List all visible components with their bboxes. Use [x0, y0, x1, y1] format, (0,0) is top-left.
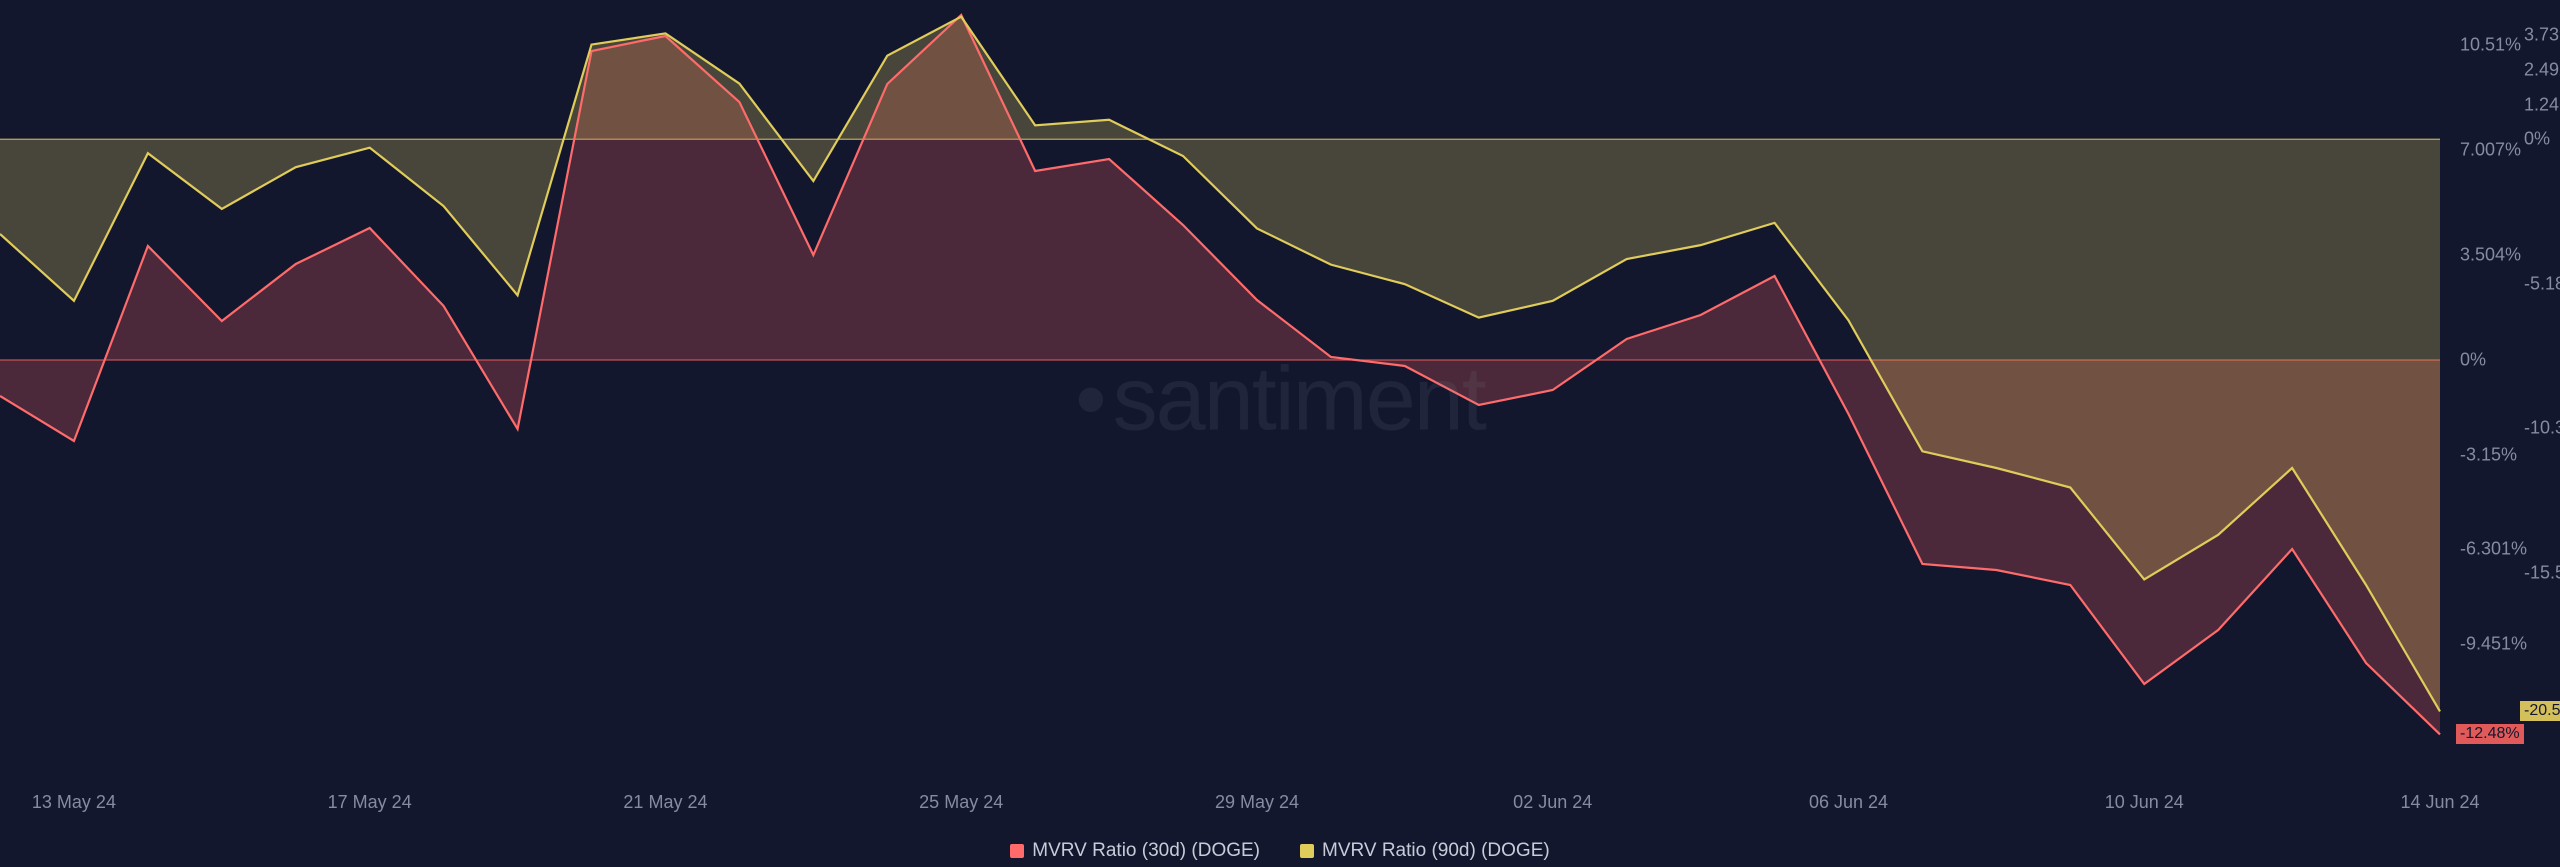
y-tick-label-y_left: 3.504% — [2460, 244, 2521, 265]
y-tick-label-y_right: 1.246% — [2524, 94, 2560, 115]
x-tick-label: 14 Jun 24 — [2400, 792, 2479, 813]
x-tick-label: 21 May 24 — [623, 792, 707, 813]
mvrv-chart: santiment MVRV Ratio (30d) (DOGE)MVRV Ra… — [0, 0, 2560, 867]
current-value-badge-y_right: -20.54% — [2520, 701, 2560, 721]
current-value-badge-y_left: -12.48% — [2456, 724, 2524, 744]
y-tick-label-y_right: 3.739% — [2524, 25, 2560, 46]
x-tick-label: 06 Jun 24 — [1809, 792, 1888, 813]
y-tick-label-y_right: -10.37% — [2524, 418, 2560, 439]
y-tick-label-y_left: -6.301% — [2460, 539, 2527, 560]
legend-swatch-icon — [1010, 844, 1024, 858]
legend-swatch-icon — [1300, 844, 1314, 858]
legend-item-mvrv30[interactable]: MVRV Ratio (30d) (DOGE) — [1010, 840, 1260, 862]
x-tick-label: 02 Jun 24 — [1513, 792, 1592, 813]
series-fill-mvrv90 — [0, 17, 2440, 712]
x-tick-label: 25 May 24 — [919, 792, 1003, 813]
x-tick-label: 29 May 24 — [1215, 792, 1299, 813]
y-tick-label-y_left: -9.451% — [2460, 633, 2527, 654]
y-tick-label-y_right: -5.186% — [2524, 273, 2560, 294]
legend-item-mvrv90[interactable]: MVRV Ratio (90d) (DOGE) — [1300, 840, 1550, 862]
y-tick-label-y_left: 7.007% — [2460, 139, 2521, 160]
legend-label: MVRV Ratio (90d) (DOGE) — [1322, 840, 1550, 862]
y-tick-label-y_right: 0% — [2524, 129, 2550, 150]
x-tick-label: 17 May 24 — [328, 792, 412, 813]
plot-area[interactable] — [0, 0, 2440, 780]
x-tick-label: 13 May 24 — [32, 792, 116, 813]
y-tick-label-y_left: 0% — [2460, 350, 2486, 371]
y-tick-label-y_left: 10.51% — [2460, 34, 2521, 55]
x-tick-label: 10 Jun 24 — [2105, 792, 2184, 813]
legend: MVRV Ratio (30d) (DOGE) MVRV Ratio (90d) … — [0, 840, 2560, 864]
legend-label: MVRV Ratio (30d) (DOGE) — [1032, 840, 1260, 862]
y-tick-label-y_right: -15.56% — [2524, 562, 2560, 583]
y-tick-label-y_right: 2.492% — [2524, 59, 2560, 80]
y-tick-label-y_left: -3.15% — [2460, 444, 2517, 465]
